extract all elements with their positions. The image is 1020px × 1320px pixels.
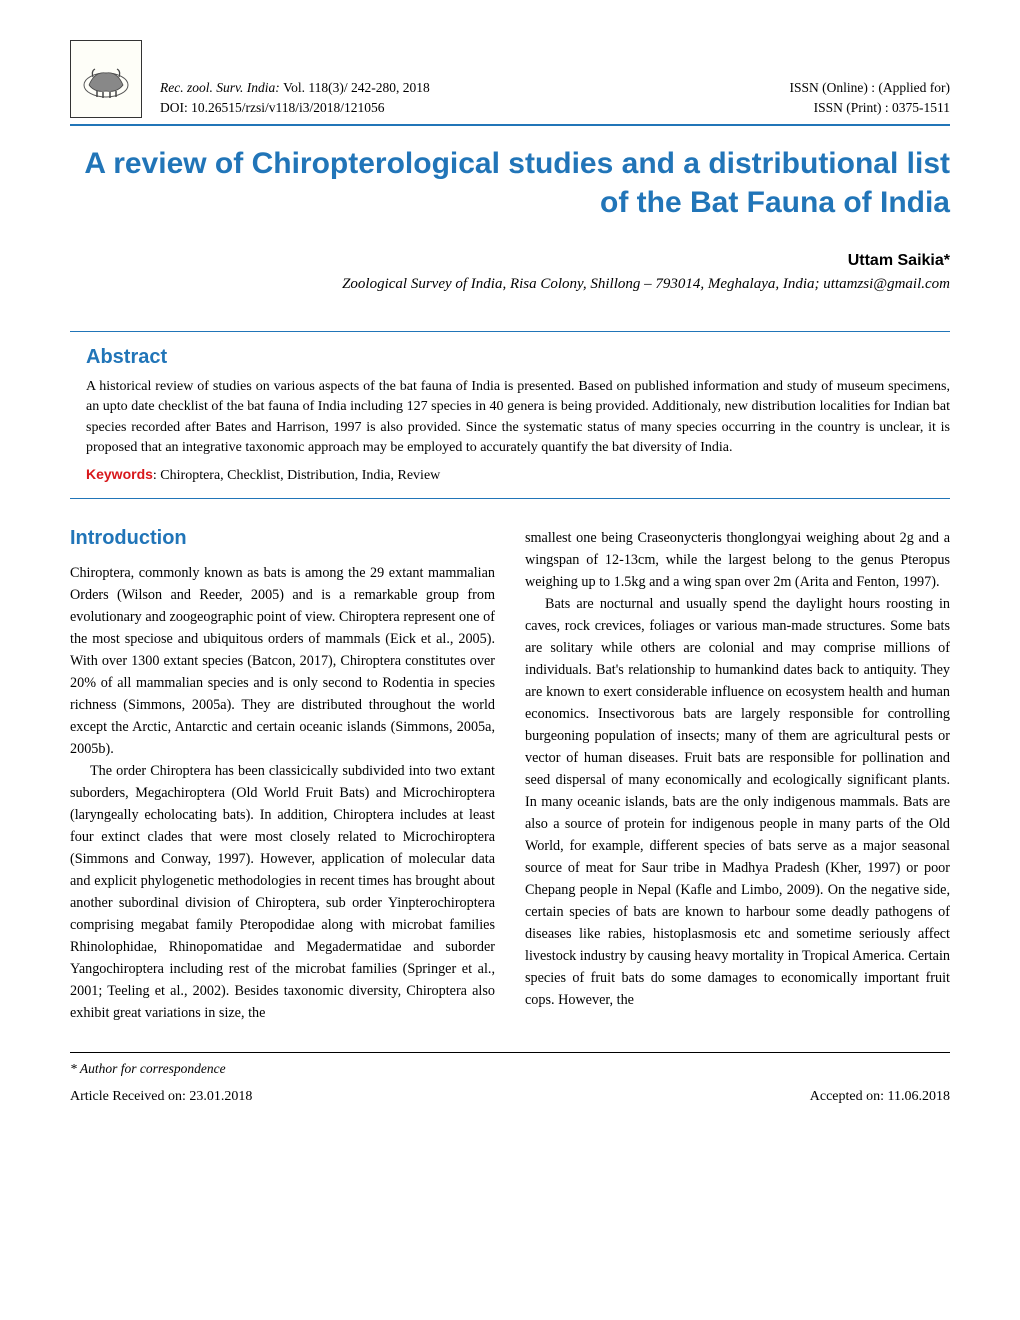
received-date: Article Received on: 23.01.2018 (70, 1089, 252, 1105)
article-dates: Article Received on: 23.01.2018 Accepted… (70, 1089, 950, 1105)
journal-citation: Rec. zool. Surv. India: Vol. 118(3)/ 242… (160, 78, 430, 98)
abstract-heading: Abstract (86, 346, 950, 369)
page-header: Rec. zool. Surv. India: Vol. 118(3)/ 242… (70, 40, 950, 126)
abstract-section: Abstract A historical review of studies … (70, 331, 950, 499)
intro-para-2: The order Chiroptera has been classicica… (70, 760, 495, 1024)
correspondence-note: * Author for correspondence (70, 1061, 950, 1077)
journal-logo (70, 40, 142, 118)
keywords-text: : Chiroptera, Checklist, Distribution, I… (153, 468, 440, 483)
header-meta: Rec. zool. Surv. India: Vol. 118(3)/ 242… (160, 78, 950, 119)
intro-para-1: Chiroptera, commonly known as bats is am… (70, 562, 495, 760)
accepted-date: Accepted on: 11.06.2018 (810, 1089, 950, 1105)
issn-online: ISSN (Online) : (Applied for) (790, 78, 950, 98)
keywords-line: Keywords: Chiroptera, Checklist, Distrib… (86, 466, 950, 484)
abstract-text: A historical review of studies on variou… (86, 377, 950, 458)
body-columns: Introduction Chiroptera, commonly known … (70, 527, 950, 1024)
keywords-label: Keywords (86, 466, 153, 482)
author-marker: * (944, 252, 950, 269)
doi: DOI: 10.26515/rzsi/v118/i3/2018/121056 (160, 98, 430, 118)
intro-para-3: smallest one being Craseonycteris thongl… (525, 527, 950, 593)
author-name: Uttam Saikia (848, 252, 944, 269)
paper-title: A review of Chiropterological studies an… (70, 144, 950, 222)
author-block: Uttam Saikia* (70, 252, 950, 270)
footer-rule (70, 1052, 950, 1053)
author-affiliation: Zoological Survey of India, Risa Colony,… (70, 276, 950, 293)
column-left: Introduction Chiroptera, commonly known … (70, 527, 495, 1024)
intro-para-4: Bats are nocturnal and usually spend the… (525, 593, 950, 1011)
column-right: smallest one being Craseonycteris thongl… (525, 527, 950, 1024)
issn-print: ISSN (Print) : 0375-1511 (790, 98, 950, 118)
introduction-heading: Introduction (70, 527, 495, 550)
